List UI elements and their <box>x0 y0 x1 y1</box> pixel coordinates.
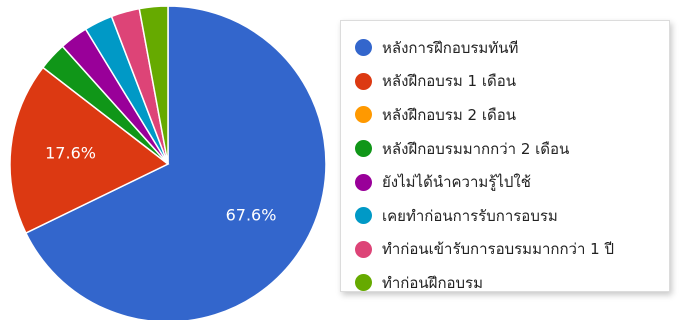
legend-item-2: หลังฝึกอบรม 2 เดือน <box>355 98 669 132</box>
legend-label-4: ยังไม่ได้นำความรู้ไปใช้ <box>382 173 531 192</box>
pie-slice-7 <box>138 5 169 165</box>
legend-list: หลังการฝึกอบรมทันทีหลังฝึกอบรม 1 เดือนหล… <box>341 21 669 300</box>
legend-item-7: ทำก่อนฝึกอบรม <box>355 266 669 300</box>
legend-swatch-3 <box>355 140 372 158</box>
legend-swatch-6 <box>355 240 372 258</box>
legend-item-0: หลังการฝึกอบรมทันที <box>355 31 669 65</box>
legend-item-3: หลังฝึกอบรมมากกว่า 2 เดือน <box>355 132 669 166</box>
legend-swatch-2 <box>355 106 372 124</box>
pie-slice-1 <box>9 66 170 235</box>
legend-label-7: ทำก่อนฝึกอบรม <box>382 273 484 292</box>
legend-label-2: หลังฝึกอบรม 2 เดือน <box>382 105 516 124</box>
legend-label-5: เคยทำก่อนการรับการอบรม <box>382 206 558 225</box>
legend-item-4: ยังไม่ได้นำความรู้ไปใช้ <box>355 165 669 199</box>
legend-label-6: ทำก่อนเข้ารับการอบรมมากกว่า 1 ปี <box>382 240 614 259</box>
legend-label-3: หลังฝึกอบรมมากกว่า 2 เดือน <box>382 139 570 158</box>
pie-slice-label-1: 17.6% <box>45 143 96 162</box>
legend-swatch-0 <box>355 39 372 57</box>
legend-swatch-1 <box>355 72 372 90</box>
legend-swatch-7 <box>355 274 372 292</box>
legend-item-5: เคยทำก่อนการรับการอบรม <box>355 199 669 233</box>
legend-swatch-5 <box>355 207 372 225</box>
legend-label-0: หลังการฝึกอบรมทันที <box>382 38 519 57</box>
pie-slice-0 <box>24 5 327 320</box>
pie-slice-label-0: 67.6% <box>226 205 277 224</box>
legend-swatch-4 <box>355 173 372 191</box>
legend-item-6: ทำก่อนเข้ารับการอบรมมากกว่า 1 ปี <box>355 233 669 267</box>
legend-item-1: หลังฝึกอบรม 1 เดือน <box>355 65 669 99</box>
legend: หลังการฝึกอบรมทันทีหลังฝึกอบรม 1 เดือนหล… <box>340 20 670 292</box>
legend-label-1: หลังฝึกอบรม 1 เดือน <box>382 72 516 91</box>
